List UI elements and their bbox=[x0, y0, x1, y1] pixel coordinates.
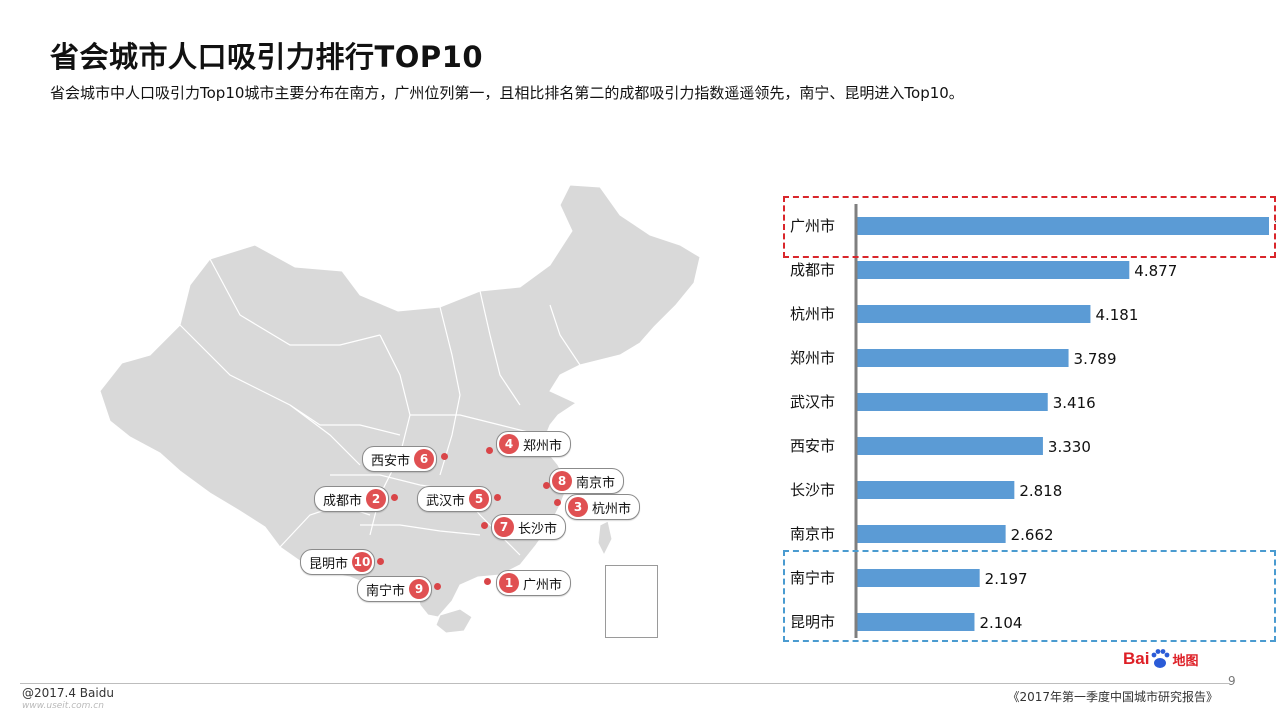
map-pin-label: 南京市 bbox=[576, 475, 616, 491]
bar bbox=[857, 481, 1015, 499]
map-pin[interactable]: 西安市 6 bbox=[362, 446, 438, 472]
city-dot bbox=[434, 583, 441, 590]
rank-badge: 4 bbox=[499, 434, 519, 454]
bar bbox=[857, 349, 1069, 367]
value-label: 3.416 bbox=[1053, 394, 1096, 412]
map-pin-label: 郑州市 bbox=[523, 438, 563, 454]
category-label: 西安市 bbox=[790, 437, 835, 455]
map-pin[interactable]: 1 广州市 bbox=[496, 570, 572, 596]
value-label: 2.818 bbox=[1019, 482, 1062, 500]
category-label: 昆明市 bbox=[790, 613, 835, 631]
map-pin-label: 西安市 bbox=[371, 453, 411, 469]
rank-badge: 9 bbox=[409, 579, 430, 599]
bar bbox=[857, 305, 1091, 323]
bar bbox=[857, 525, 1006, 543]
bar bbox=[857, 613, 975, 631]
map-pin[interactable]: 武汉市 5 bbox=[417, 486, 493, 512]
south-china-sea-inset bbox=[605, 565, 658, 638]
highlight-box-bottom bbox=[783, 550, 1276, 642]
rank-badge: 5 bbox=[469, 489, 490, 509]
page-number: 9 bbox=[1228, 674, 1236, 688]
category-label: 广州市 bbox=[790, 217, 835, 235]
footer-watermark: www.useit.com.cn bbox=[22, 701, 104, 711]
city-dot bbox=[391, 494, 398, 501]
rank-badge: 2 bbox=[366, 489, 387, 509]
category-label: 南宁市 bbox=[790, 569, 835, 587]
map-pin[interactable]: 7 长沙市 bbox=[491, 514, 567, 540]
city-dot bbox=[441, 453, 448, 460]
logo-suffix: 地图 bbox=[1172, 653, 1199, 669]
map-pin[interactable]: 8 南京市 bbox=[549, 468, 625, 494]
map-pin-label: 武汉市 bbox=[426, 493, 466, 509]
footer-report-title: 《2017年第一季度中国城市研究报告》 bbox=[1007, 690, 1218, 704]
bar bbox=[857, 393, 1048, 411]
category-label: 郑州市 bbox=[790, 349, 835, 367]
rank-badge: 3 bbox=[568, 497, 588, 517]
value-label: 4.181 bbox=[1095, 306, 1138, 324]
category-label: 武汉市 bbox=[790, 393, 835, 411]
map-pin-label: 广州市 bbox=[523, 577, 563, 593]
category-label: 南京市 bbox=[790, 525, 835, 543]
value-label: 2.197 bbox=[985, 570, 1028, 588]
page-subtitle: 省会城市中人口吸引力Top10城市主要分布在南方，广州位列第一，且相比排名第二的… bbox=[50, 84, 964, 102]
category-label: 成都市 bbox=[790, 261, 835, 279]
bar bbox=[857, 569, 980, 587]
map-pin-label: 杭州市 bbox=[592, 501, 632, 517]
baidu-map-logo: Bai 地图 bbox=[1123, 648, 1198, 670]
city-dot bbox=[554, 499, 561, 506]
city-dot bbox=[543, 482, 550, 489]
china-mainland-shape bbox=[99, 184, 701, 618]
footer-copyright: @2017.4 Baidu bbox=[22, 686, 114, 700]
city-dot bbox=[484, 578, 491, 585]
ranking-bar-chart: 广州市7.379成都市4.877杭州市4.181郑州市3.789武汉市3.416… bbox=[790, 204, 1276, 638]
highlight-box-top bbox=[783, 196, 1276, 258]
value-label: 3.789 bbox=[1074, 350, 1117, 368]
bar bbox=[857, 437, 1043, 455]
china-map-shape bbox=[99, 184, 701, 634]
value-label: 3.330 bbox=[1048, 438, 1091, 456]
value-label: 2.662 bbox=[1011, 526, 1054, 544]
china-map bbox=[80, 175, 720, 655]
city-dot bbox=[494, 494, 501, 501]
value-label: 4.877 bbox=[1134, 262, 1177, 280]
map-pin[interactable]: 3 杭州市 bbox=[565, 494, 641, 520]
bar bbox=[857, 217, 1269, 235]
logo-text: Bai bbox=[1123, 649, 1150, 668]
category-label: 长沙市 bbox=[790, 481, 835, 499]
city-dot bbox=[486, 447, 493, 454]
map-pin-label: 南宁市 bbox=[366, 583, 406, 599]
city-dot bbox=[481, 522, 488, 529]
page-title: 省会城市人口吸引力排行TOP10 bbox=[50, 40, 484, 74]
rank-badge: 10 bbox=[352, 552, 373, 572]
rank-badge: 7 bbox=[494, 517, 514, 537]
province-borders bbox=[179, 258, 581, 556]
value-label: 2.104 bbox=[979, 614, 1022, 632]
rank-badge: 1 bbox=[499, 573, 519, 593]
rank-badge: 8 bbox=[552, 471, 572, 491]
bar bbox=[857, 261, 1130, 279]
footer-divider bbox=[20, 683, 1230, 684]
map-pin[interactable]: 成都市 2 bbox=[314, 486, 390, 512]
category-label: 杭州市 bbox=[790, 305, 835, 323]
map-pin-label: 成都市 bbox=[323, 493, 363, 509]
map-pin[interactable]: 南宁市 9 bbox=[357, 576, 433, 602]
city-dot bbox=[377, 558, 384, 565]
map-pin[interactable]: 昆明市 10 bbox=[300, 549, 376, 575]
taiwan-island-shape bbox=[597, 520, 613, 557]
map-pin-label: 长沙市 bbox=[518, 521, 558, 537]
map-pin-label: 昆明市 bbox=[309, 556, 349, 572]
baidu-paw-icon bbox=[1152, 649, 1170, 668]
hainan-island-shape bbox=[435, 608, 473, 634]
rank-badge: 6 bbox=[414, 449, 435, 469]
map-pin[interactable]: 4 郑州市 bbox=[496, 431, 572, 457]
